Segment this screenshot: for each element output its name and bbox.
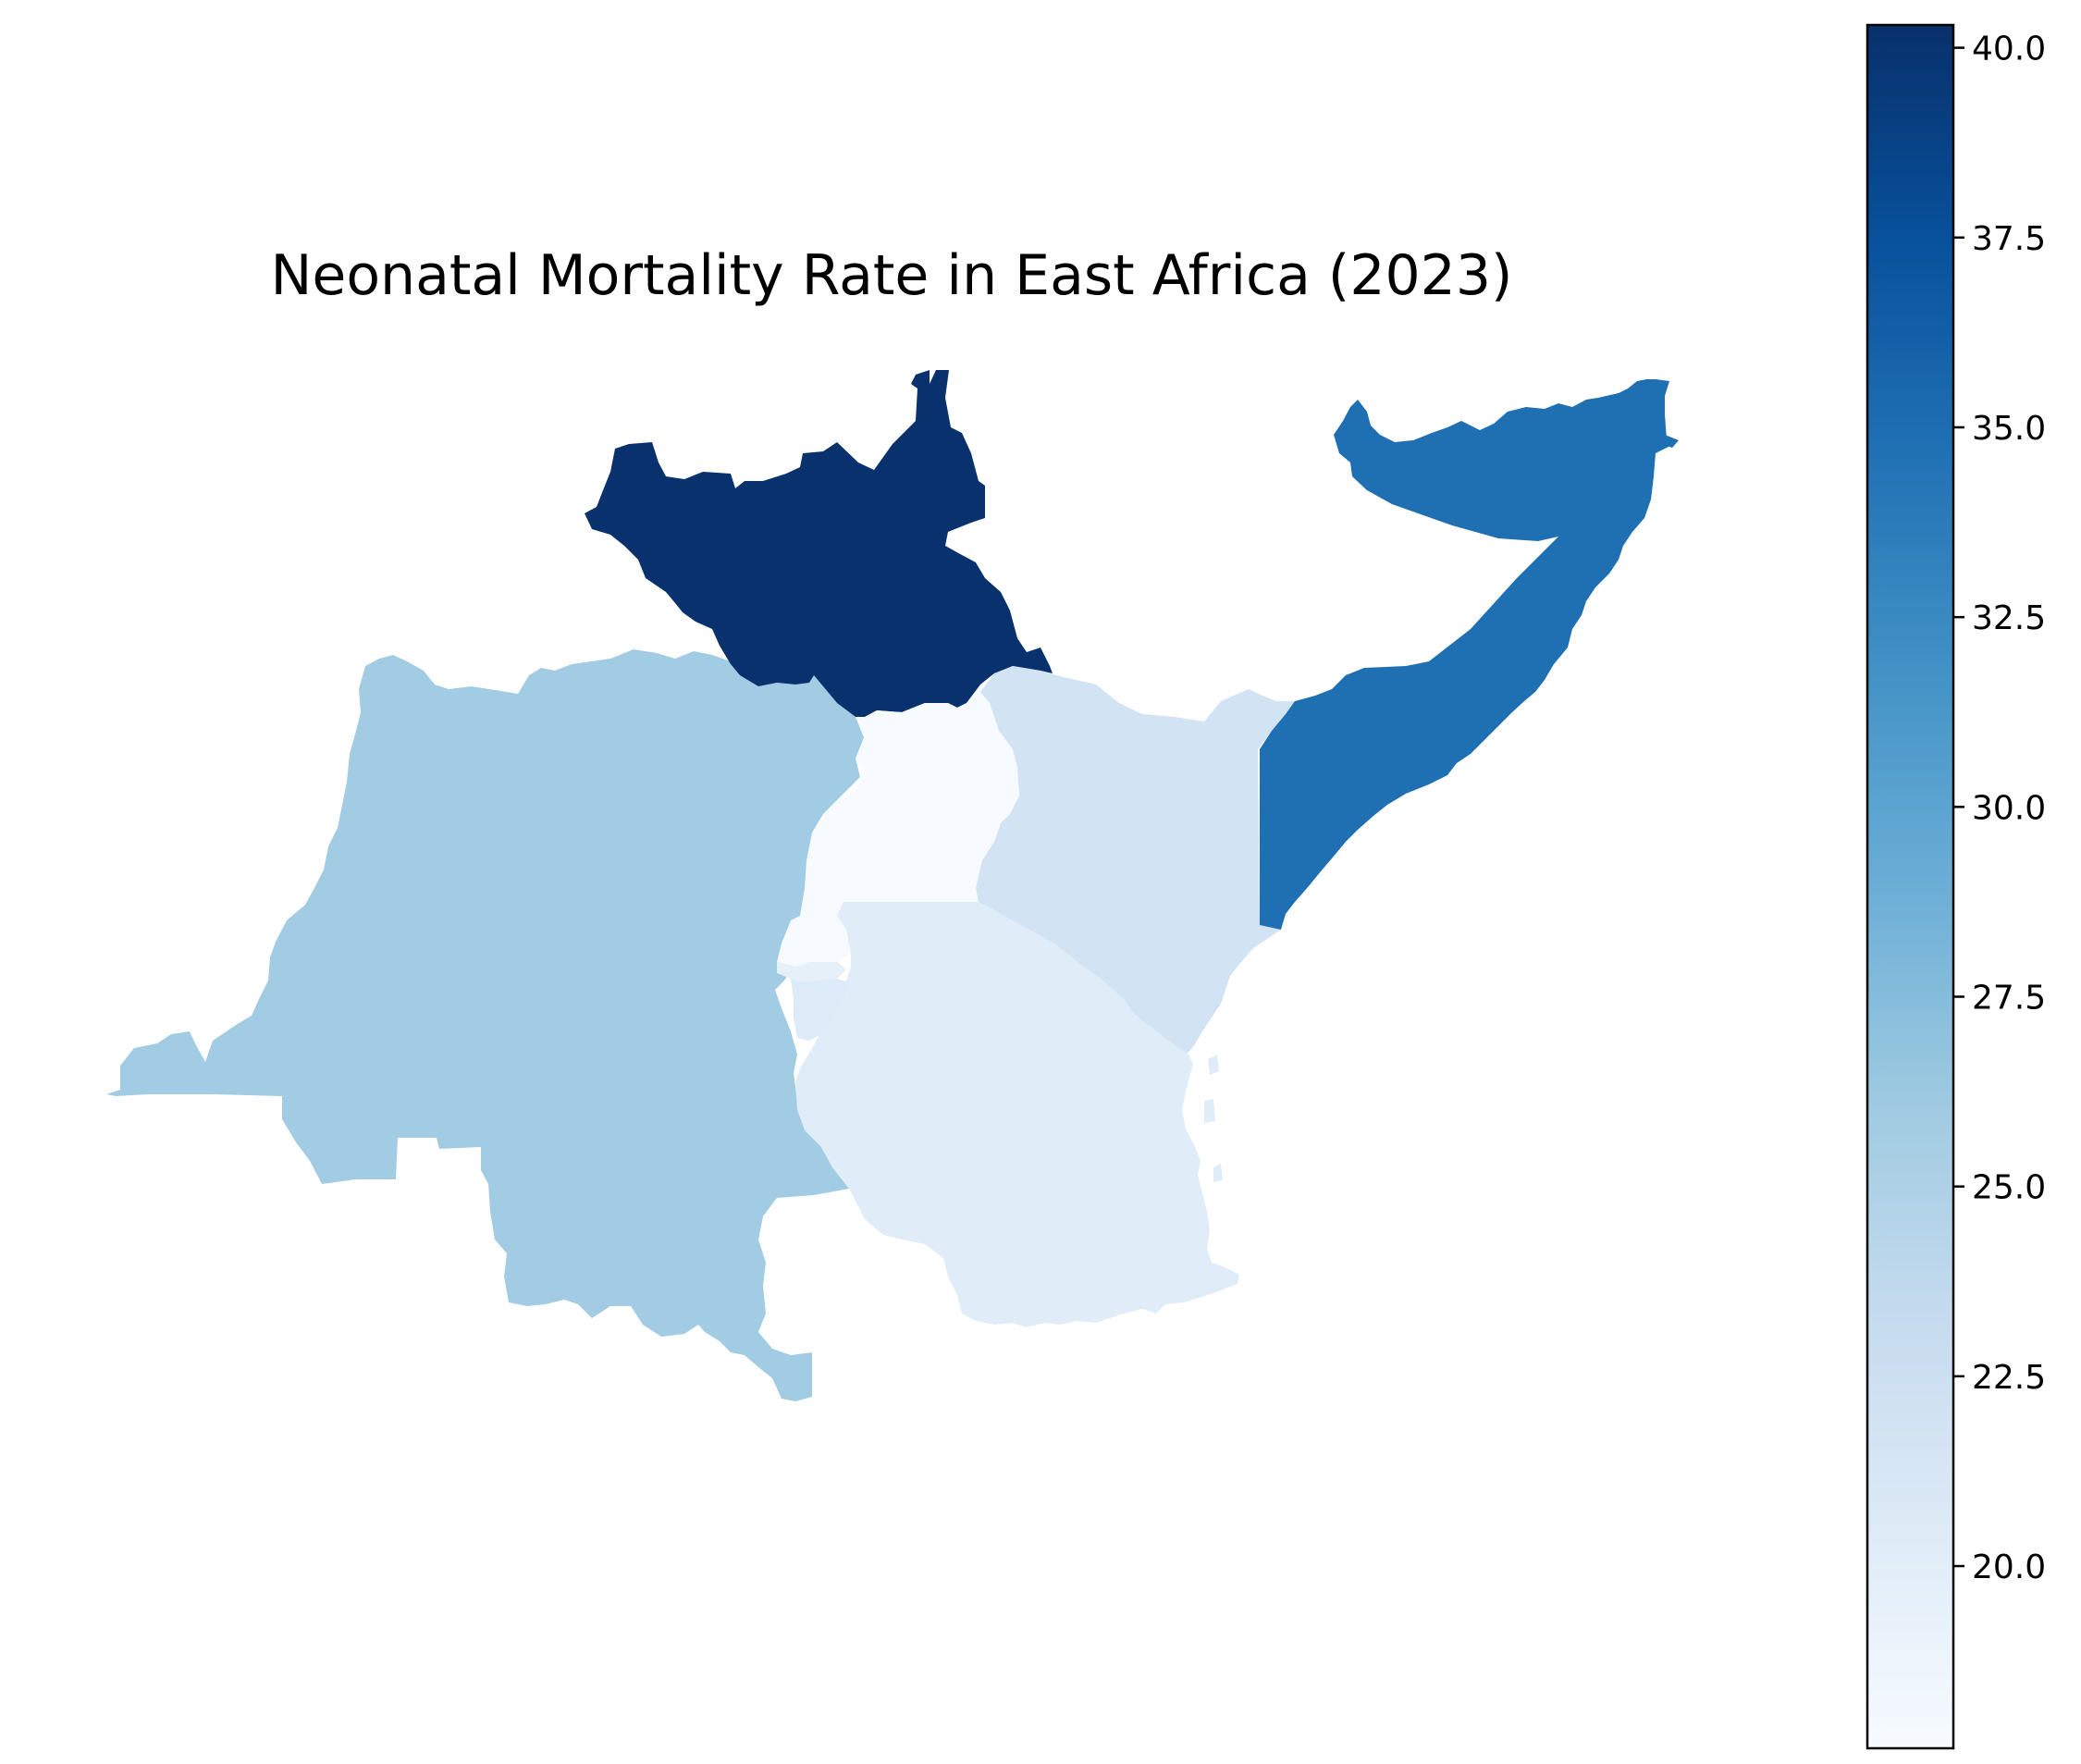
colorbar-tick-label: 37.5 (1972, 220, 2046, 258)
region-kenya (976, 666, 1295, 1055)
region-tanzania-mafia (1213, 1164, 1223, 1182)
region-uganda (777, 692, 1019, 967)
colorbar-tick-label: 27.5 (1972, 980, 2046, 1018)
colorbar-tick-label: 25.0 (1972, 1169, 2046, 1207)
region-rwanda (777, 962, 846, 982)
map-regions (106, 370, 1679, 1401)
region-burundi (791, 979, 849, 1041)
region-somalia (1260, 379, 1674, 930)
region-south-sudan (585, 370, 1053, 717)
colorbar-tick-label: 20.0 (1972, 1548, 2046, 1586)
region-dr-congo (106, 649, 865, 1401)
colorbar-tick-label: 32.5 (1972, 599, 2046, 637)
region-tanzania-pemba (1208, 1055, 1219, 1075)
colorbar-tick-label: 40.0 (1972, 31, 2046, 68)
colorbar-tick-label: 22.5 (1972, 1359, 2046, 1397)
region-tanzania-zanzibar (1204, 1099, 1215, 1123)
colorbar-tick-label: 35.0 (1972, 410, 2046, 448)
colorbar-tick-label: 30.0 (1972, 789, 2046, 827)
colorbar-ticks: 20.0 22.5 25.0 27.5 30.0 32.5 35.0 37.5 40.0 (1953, 31, 2046, 1586)
region-somalia-tip (1663, 435, 1679, 448)
colorbar-gradient (1866, 23, 1955, 1750)
map-title: Neonatal Mortality Rate in East Africa (… (271, 243, 1513, 308)
region-tanzania (795, 902, 1239, 1327)
colorbar: 20.0 22.5 25.0 27.5 30.0 32.5 35.0 37.5 40.0 (1866, 23, 2046, 1750)
